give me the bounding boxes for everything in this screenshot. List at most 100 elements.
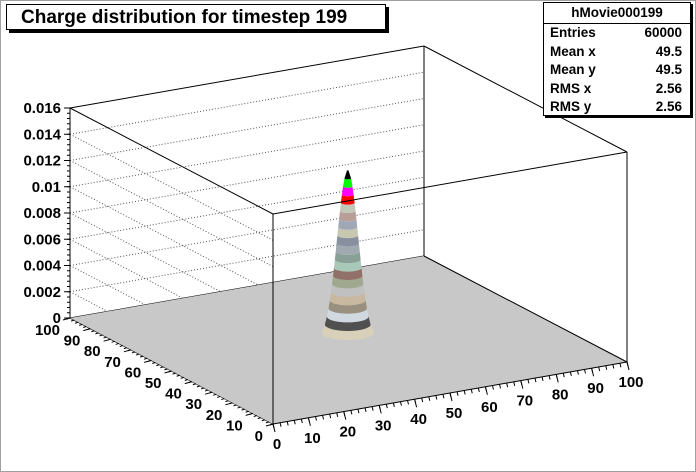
z-axis: 0 0.002 0.004 0.006 0.008 0.01 0.012 0.014 0.016 (23, 100, 71, 327)
x-minor-tick (470, 389, 473, 394)
x-tick-label: 0 (273, 436, 281, 453)
x-tick-label: 60 (481, 399, 498, 416)
x-minor-tick (371, 406, 374, 411)
y-minor-tick (233, 404, 237, 407)
x-minor-tick (626, 361, 629, 367)
x-minor-tick (548, 375, 551, 380)
x-minor-tick (286, 421, 289, 426)
x-minor-tick (520, 380, 523, 385)
y-minor-tick (148, 359, 152, 362)
x-minor-tick (357, 408, 360, 414)
x-minor-tick (314, 416, 317, 421)
y-minor-tick (123, 347, 127, 350)
y-minor-tick (192, 383, 197, 386)
stat-label: Mean y (550, 62, 596, 77)
chart-title: Charge distribution for timestep 199 (6, 4, 386, 30)
z-gridline-back (69, 98, 425, 161)
x-minor-tick (364, 407, 367, 413)
y-minor-tick (225, 400, 229, 403)
y-minor-tick (79, 323, 83, 326)
z-gridline-left (69, 238, 274, 346)
x-minor-tick (456, 391, 459, 396)
peak-band (339, 202, 356, 214)
stat-value: 49.5 (655, 62, 682, 77)
peak-band (335, 243, 360, 255)
x-tick-label: 70 (516, 393, 533, 410)
x-minor-tick (527, 379, 530, 384)
z-gridline-left (69, 186, 274, 294)
stat-row-mean-y: Mean y 49.5 (544, 61, 690, 80)
x-minor-tick (300, 418, 303, 424)
box-edge-right-top (423, 45, 628, 153)
y-minor-tick (139, 355, 144, 358)
x-minor-tick (569, 371, 572, 377)
stat-label: RMS x (550, 80, 592, 96)
y-tick-label: 100 (35, 322, 60, 339)
peak-band (329, 292, 366, 306)
y-minor-tick (249, 412, 253, 415)
x-minor-tick (399, 401, 402, 406)
y-tick-label: 20 (206, 407, 223, 424)
peak-band (336, 235, 359, 247)
x-minor-tick (619, 363, 622, 368)
x-minor-tick (293, 420, 296, 425)
y-minor-tick (131, 351, 136, 354)
y-minor-tick (127, 349, 132, 352)
y-minor-tick (87, 328, 91, 331)
x-minor-tick (513, 381, 516, 386)
box-edge-front-top (272, 151, 628, 215)
x-minor-tick (407, 400, 410, 405)
y-minor-tick (200, 387, 205, 390)
y-minor-tick (115, 342, 119, 345)
z-gridline-back (69, 176, 425, 240)
z-tick-label: 0.004 (23, 258, 61, 275)
y-minor-tick (208, 391, 213, 394)
y-minor-tick (168, 370, 172, 373)
peak-band (332, 275, 364, 289)
peak-band (339, 210, 357, 222)
y-minor-tick (143, 357, 148, 360)
stat-row-mean-x: Mean x 49.5 (544, 43, 690, 62)
x-minor-tick (555, 374, 558, 379)
peak-band (331, 283, 365, 297)
peak-band (341, 186, 354, 197)
x-tick-label: 20 (339, 424, 356, 441)
x-minor-tick (562, 373, 565, 378)
y-minor-tick (164, 368, 168, 371)
y-tick-label: 50 (145, 375, 162, 392)
y-minor-tick (180, 376, 184, 379)
stat-row-rms-y: RMS y 2.56 (544, 98, 690, 117)
y-minor-tick (99, 334, 103, 337)
x-tick-label: 40 (410, 411, 427, 428)
y-minor-tick (135, 353, 140, 356)
y-minor-tick (269, 423, 274, 426)
x-minor-tick (491, 385, 494, 390)
stat-label: Mean x (550, 43, 596, 59)
z-tick-label: 0.012 (23, 153, 61, 170)
y-tick-label: 30 (185, 396, 202, 413)
x-tick-label: 100 (618, 374, 643, 391)
y-minor-tick (119, 345, 123, 348)
charge-peak (318, 170, 378, 350)
x-minor-tick (329, 413, 332, 419)
y-minor-tick (107, 338, 111, 341)
stat-value: 60000 (644, 25, 682, 40)
x-minor-tick (421, 397, 424, 403)
z-tick-label: 0 (53, 310, 61, 327)
x-minor-tick (463, 390, 466, 395)
x-minor-tick (477, 387, 480, 393)
y-minor-tick (221, 398, 225, 401)
y-minor-tick (91, 330, 95, 333)
y-minor-tick (95, 332, 99, 335)
x-minor-tick (598, 366, 601, 372)
stat-row-entries: Entries 60000 (544, 24, 690, 43)
x-minor-tick (534, 377, 537, 383)
z-gridline-back (69, 124, 425, 188)
stat-label: RMS y (550, 99, 592, 114)
stat-value: 49.5 (655, 43, 682, 59)
z-gridline-left (69, 133, 274, 241)
peak-band (318, 332, 378, 350)
stat-label: Entries (550, 25, 596, 40)
x-minor-tick (385, 404, 388, 409)
